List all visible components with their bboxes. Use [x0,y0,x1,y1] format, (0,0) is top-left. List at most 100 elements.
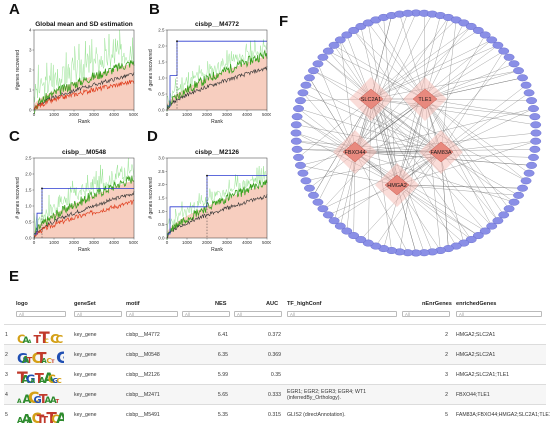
gene-node[interactable] [529,113,541,121]
cell-auc: 0.315 [268,411,281,418]
gene-node[interactable] [304,184,315,192]
header-auc[interactable]: AUC [266,300,279,307]
gene-node[interactable] [355,22,367,30]
header-nenrgenes[interactable]: nEnrGenes [422,300,452,307]
gene-node[interactable] [317,53,329,61]
gene-node[interactable] [322,47,334,55]
filter-logo[interactable]: All [16,311,66,317]
gene-node[interactable] [295,97,306,105]
gene-node[interactable] [348,26,360,34]
gene-node[interactable] [308,67,319,75]
filter-nes[interactable]: All [182,311,230,317]
gene-node[interactable] [520,177,532,185]
header-motif[interactable]: motif [126,300,140,307]
header-enrichedgenes[interactable]: enrichedGenes [456,300,497,307]
gene-node[interactable] [479,227,491,235]
gene-node[interactable] [304,74,315,82]
hub-node-slc2a1[interactable]: SLC2A1 [349,77,393,121]
gene-node[interactable] [308,191,319,199]
gene-node[interactable] [297,89,309,97]
gene-node[interactable] [458,19,470,27]
gene-node[interactable] [290,129,302,137]
gene-node[interactable] [486,36,498,44]
y-tick-label: 2 [29,68,32,73]
gene-node[interactable] [526,161,537,169]
gene-node[interactable] [334,36,346,44]
gene-node[interactable] [492,41,504,49]
header-geneset[interactable]: geneSet [74,300,96,307]
gene-node[interactable] [498,211,510,219]
gene-node[interactable] [328,41,340,49]
gene-node[interactable] [300,177,312,185]
gene-node[interactable] [300,81,312,89]
hub-node-hmga2[interactable]: HMGA2 [375,163,419,207]
gene-node[interactable] [293,105,304,113]
hub-node-fbxo44[interactable]: FBXO44 [333,130,377,174]
filter-enrichedgenes[interactable]: All [456,311,542,317]
gene-node[interactable] [312,60,324,68]
gene-node[interactable] [528,105,539,113]
gene-node[interactable] [290,121,302,129]
gene-node[interactable] [528,153,539,161]
gene-node[interactable] [517,74,528,82]
filter-nenrgenes[interactable]: All [402,311,450,317]
gene-node[interactable] [322,211,334,219]
gene-node[interactable] [492,217,504,225]
filter-auc[interactable]: All [234,311,282,317]
gene-node[interactable] [498,47,510,55]
gene-node[interactable] [523,169,535,177]
hub-node-tle1[interactable]: TLE1 [403,77,447,121]
gene-node[interactable] [526,97,537,105]
gene-node[interactable] [530,129,542,137]
gene-node[interactable] [465,236,477,244]
filter-tf-highconf[interactable]: All [287,311,397,317]
logo-letter: T [37,350,47,364]
gene-node[interactable] [486,222,498,230]
gene-node[interactable] [529,145,541,153]
gene-node[interactable] [513,67,524,75]
gene-node[interactable] [291,113,303,121]
gene-node[interactable] [295,161,306,169]
filter-geneset[interactable]: All [74,311,122,317]
header-tf-highconf[interactable]: TF_highConf [287,300,322,307]
gene-node[interactable] [362,239,374,247]
gene-node[interactable] [479,31,491,39]
gene-node[interactable] [530,121,542,129]
header-logo[interactable]: logo [16,300,28,307]
gene-node[interactable] [503,205,515,213]
gene-node[interactable] [508,198,520,206]
gene-node[interactable] [312,198,324,206]
gene-node[interactable] [293,153,304,161]
gene-node[interactable] [355,236,367,244]
gene-node[interactable] [472,26,484,34]
gene-node[interactable] [291,145,303,153]
gene-node[interactable] [520,81,532,89]
gene-node[interactable] [328,217,340,225]
gene-node[interactable] [472,232,484,240]
gene-node[interactable] [402,9,414,17]
filter-motif[interactable]: All [126,311,178,317]
gene-node[interactable] [341,227,353,235]
gene-node[interactable] [523,89,535,97]
header-nes[interactable]: NES [215,300,227,307]
gene-node[interactable] [341,31,353,39]
gene-node[interactable] [513,191,524,199]
hub-node-fam83a[interactable]: FAM83A [419,130,463,174]
gene-node[interactable] [297,169,309,177]
gene-node[interactable] [503,53,515,61]
gene-node[interactable] [334,222,346,230]
gene-node[interactable] [517,184,528,192]
gene-node[interactable] [348,232,360,240]
gene-node[interactable] [508,60,520,68]
recovery-plot-c: cisbp__M0548 0 1000 2000 3000 4000 5000 0.0 0.5 1… [14,146,138,258]
gene-node[interactable] [317,205,329,213]
gene-node[interactable] [530,137,542,145]
gene-node[interactable] [465,22,477,30]
gene-node[interactable] [290,137,302,145]
